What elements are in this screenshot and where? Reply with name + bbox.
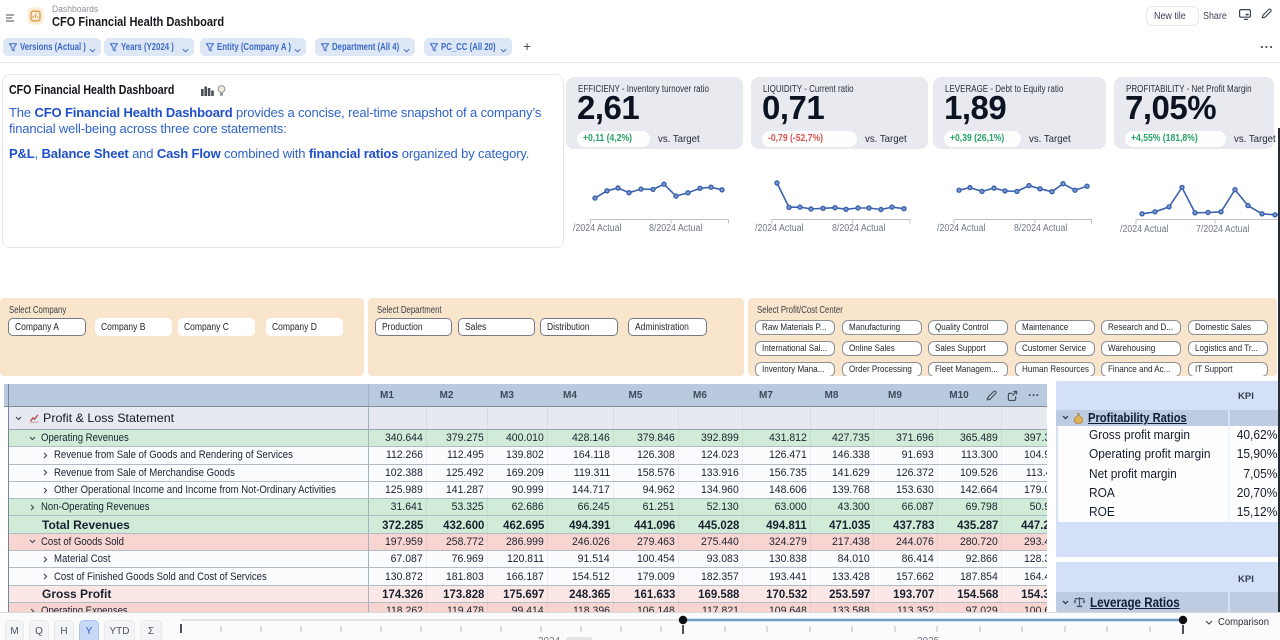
svg-text:2025: 2025 bbox=[917, 636, 940, 640]
svg-text:2024: 2024 bbox=[538, 636, 561, 640]
